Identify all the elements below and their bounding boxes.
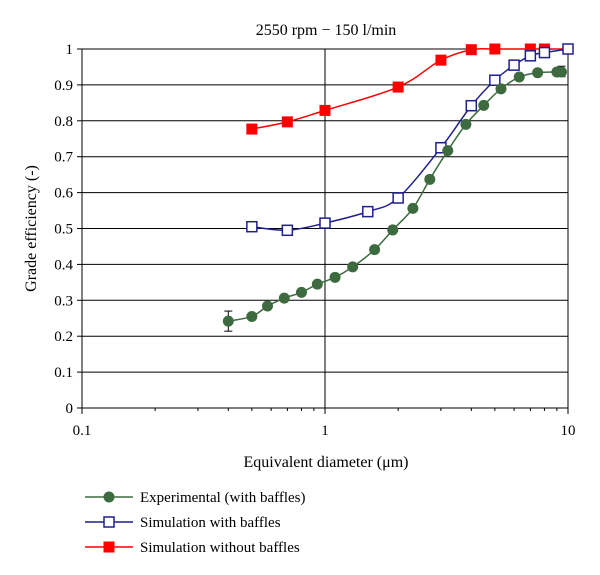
data-point xyxy=(329,271,341,283)
y-tick-label: 1 xyxy=(66,42,74,58)
data-point xyxy=(278,292,290,304)
legend-marker xyxy=(103,491,115,503)
y-tick-label: 0.7 xyxy=(54,150,73,166)
legend-item: Simulation without baffles xyxy=(85,540,300,556)
y-tick-label: 0.5 xyxy=(54,222,73,238)
x-axis-label: Equivalent diameter (μm) xyxy=(244,454,409,471)
series-line xyxy=(251,47,568,130)
data-point xyxy=(555,66,567,78)
data-point xyxy=(369,244,381,256)
legend-marker xyxy=(103,541,115,553)
data-point xyxy=(524,50,537,62)
data-point xyxy=(465,99,478,112)
data-point xyxy=(562,43,574,55)
data-point xyxy=(513,71,525,83)
x-tick-label: 1 xyxy=(321,423,329,439)
data-point xyxy=(319,217,331,229)
y-tick-label: 0.2 xyxy=(54,329,73,345)
series-2 xyxy=(246,43,574,237)
data-point xyxy=(246,310,258,322)
data-point xyxy=(347,261,359,273)
data-point xyxy=(460,118,472,130)
y-axis-ticks: 0 0.1 0.2 0.3 0.4 0.5 0.6 0.7 0.8 0.9 1 xyxy=(54,42,82,417)
data-point xyxy=(465,44,477,56)
data-point xyxy=(362,205,374,218)
legend-item: Simulation with baffles xyxy=(85,515,281,531)
data-point xyxy=(311,278,323,290)
data-point xyxy=(424,173,436,185)
y-tick-label: 0.6 xyxy=(54,186,73,202)
y-tick-label: 0.9 xyxy=(54,78,73,94)
data-point xyxy=(508,59,520,71)
legend-item: Experimental (with baffles) xyxy=(85,490,306,506)
data-point xyxy=(387,224,399,236)
x-tick-label: 0.1 xyxy=(73,423,92,439)
data-point xyxy=(246,220,258,233)
data-point xyxy=(319,104,331,116)
data-point xyxy=(295,286,307,298)
data-point xyxy=(532,67,544,79)
data-point xyxy=(489,74,501,86)
legend: Experimental (with baffles) Simulation wi… xyxy=(85,490,306,556)
data-point xyxy=(442,145,454,157)
data-point xyxy=(246,123,258,135)
y-tick-label: 0 xyxy=(66,401,74,417)
data-point xyxy=(435,54,447,66)
data-point xyxy=(281,116,293,128)
data-point xyxy=(392,192,404,204)
legend-label: Simulation without baffles xyxy=(140,540,300,556)
data-point xyxy=(262,300,274,312)
x-tick-label: 10 xyxy=(561,423,576,439)
data-point xyxy=(538,46,551,59)
data-point xyxy=(478,99,490,111)
data-point xyxy=(489,43,501,55)
legend-marker xyxy=(103,516,115,528)
data-point xyxy=(281,224,294,237)
data-point xyxy=(407,202,419,214)
data-point xyxy=(222,315,234,327)
y-tick-label: 0.8 xyxy=(54,114,73,130)
legend-label: Experimental (with baffles) xyxy=(140,490,306,506)
chart-title: 2550 rpm − 150 l/min xyxy=(256,22,397,39)
y-tick-label: 0.4 xyxy=(54,257,73,273)
legend-label: Simulation with baffles xyxy=(140,515,281,531)
y-tick-label: 0.3 xyxy=(54,293,73,309)
data-point xyxy=(392,81,404,93)
y-tick-label: 0.1 xyxy=(54,365,73,381)
y-axis-label: Grade efficiency (-) xyxy=(23,165,40,292)
series-layer xyxy=(222,43,574,332)
x-axis-ticks: 0.1 1 10 xyxy=(73,408,576,439)
data-point xyxy=(495,83,507,95)
series-1 xyxy=(222,65,567,332)
